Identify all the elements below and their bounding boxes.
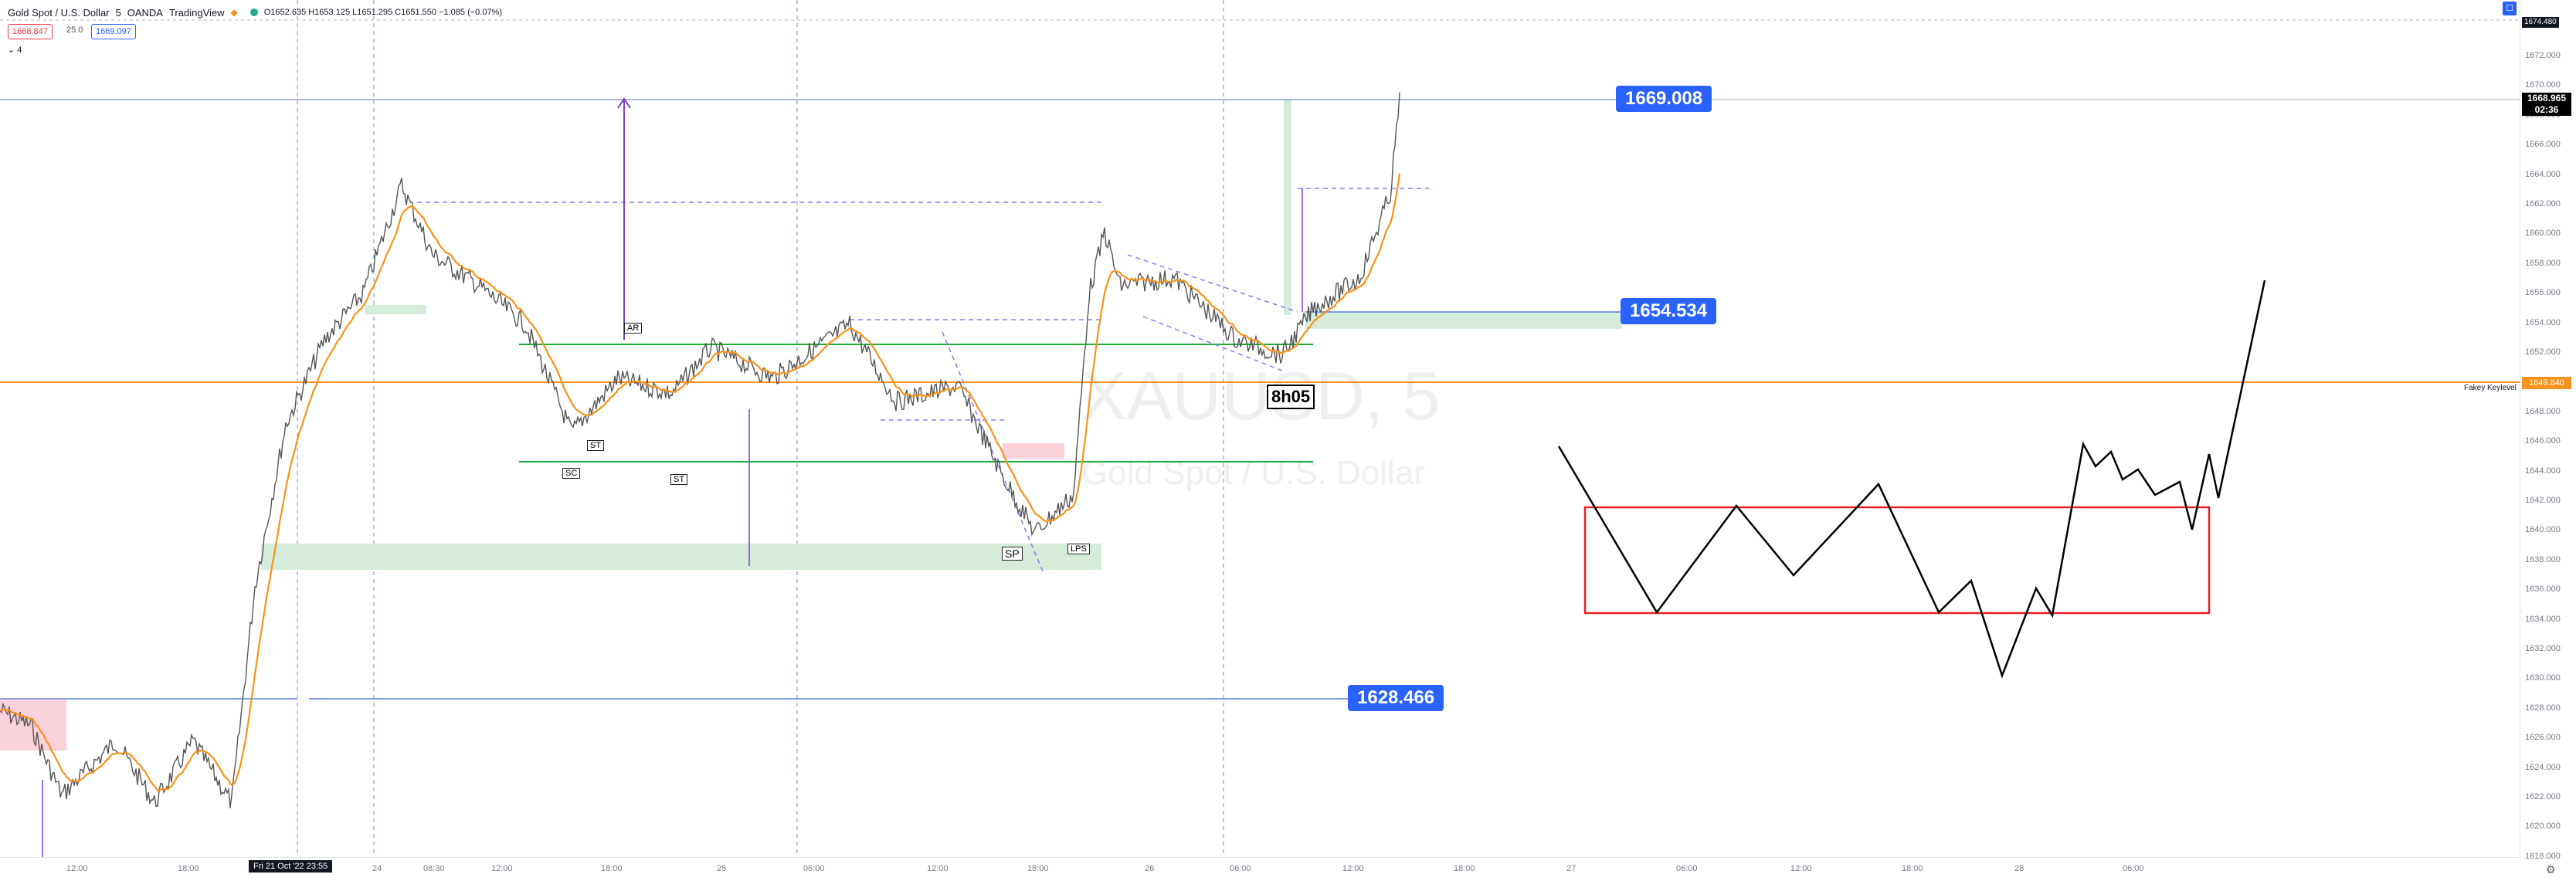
label-lps[interactable]: LPS <box>1067 544 1090 554</box>
time-tick: 12:00 <box>1790 864 1812 873</box>
current-price: 1668.965 <box>2527 93 2567 103</box>
ema-line <box>0 173 1401 791</box>
price-tick: 1658.000 <box>2525 258 2561 268</box>
price-tick: 1646.000 <box>2525 436 2561 446</box>
level-label-low[interactable]: 1628.466 <box>1348 685 1444 711</box>
favorite-flag-icon[interactable]: ◆ <box>230 7 238 18</box>
time-annotation[interactable]: 8h05 <box>1267 385 1315 409</box>
top-price-marker: 1674.480 <box>2522 17 2559 28</box>
price-tick: 1670.000 <box>2525 80 2561 90</box>
alert-icon[interactable]: ☐ <box>2503 2 2517 15</box>
symbol-header[interactable]: Gold Spot / U.S. Dollar 5 OANDA TradingV… <box>8 5 508 20</box>
price-axis[interactable]: 1672.0001670.0001668.0001666.0001664.000… <box>2520 0 2576 861</box>
time-tick: 27 <box>1566 864 1576 873</box>
time-tick: 18:00 <box>178 864 199 873</box>
label-ar[interactable]: AR <box>624 323 643 334</box>
sell-button[interactable]: 1668.847 <box>8 24 53 39</box>
price-tick: 1628.000 <box>2525 703 2561 713</box>
time-tick: 12:00 <box>1342 864 1364 873</box>
platform-label: TradingView <box>168 6 225 19</box>
label-st-2[interactable]: ST <box>670 474 688 485</box>
settings-gear-icon[interactable]: ⚙ <box>2546 863 2556 876</box>
current-price-tag: 1668.965 02:36 <box>2522 93 2571 116</box>
price-series <box>0 92 1400 808</box>
price-tick: 1622.000 <box>2525 792 2561 801</box>
price-tick: 1618.000 <box>2525 851 2561 861</box>
green-vertical <box>1284 99 1291 315</box>
time-tick: 18:00 <box>1454 864 1475 873</box>
key-level-label: Fakey Keylevel <box>2464 384 2517 392</box>
crosshair-date: Fri 21 Oct '22 23:55 <box>249 860 333 873</box>
time-tick: 06:00 <box>1676 864 1698 873</box>
time-tick: 12:00 <box>927 864 949 873</box>
price-tick: 1642.000 <box>2525 496 2561 505</box>
price-tick: 1656.000 <box>2525 288 2561 298</box>
spread-value: 25.0 <box>66 25 83 35</box>
broker-label: OANDA <box>127 6 163 19</box>
time-tick: 12:00 <box>491 864 513 873</box>
symbol-watermark: XAUUSD, 5 <box>1081 357 1441 434</box>
time-tick: 06:00 <box>2123 864 2144 873</box>
price-tick: 1626.000 <box>2525 733 2561 743</box>
price-tick: 1648.000 <box>2525 406 2561 416</box>
price-tick: 1666.000 <box>2525 140 2561 150</box>
time-tick: 08:30 <box>423 864 445 873</box>
label-sp[interactable]: SP <box>1002 547 1023 561</box>
buy-button[interactable]: 1669.097 <box>91 24 136 39</box>
time-tick: 28 <box>2014 864 2024 873</box>
projection-path <box>1557 280 2266 679</box>
symbol-watermark-name: Gold Spot / U.S. Dollar <box>1081 454 1426 492</box>
price-tick: 1638.000 <box>2525 554 2561 564</box>
time-tick: 06:00 <box>1230 864 1251 873</box>
price-tick: 1634.000 <box>2525 614 2561 624</box>
price-tick: 1652.000 <box>2525 347 2561 357</box>
indicator-count: 4 <box>17 46 22 55</box>
time-tick: 12:00 <box>66 864 88 873</box>
level-label-mid[interactable]: 1654.534 <box>1621 298 1717 324</box>
time-tick: 26 <box>1145 864 1155 873</box>
price-tick: 1664.000 <box>2525 169 2561 179</box>
price-tick: 1632.000 <box>2525 644 2561 653</box>
price-tick: 1620.000 <box>2525 822 2561 832</box>
symbol-name[interactable]: Gold Spot / U.S. Dollar <box>8 6 110 19</box>
key-level-price-tag: 1649.840 <box>2522 377 2571 389</box>
ohlc-values: O1652.635 H1653.125 L1651.295 C1651.550 … <box>263 8 503 17</box>
price-tick: 1660.000 <box>2525 229 2561 239</box>
indicators-toggle[interactable]: ⌄ 4 <box>8 45 22 55</box>
bar-countdown: 02:36 <box>2534 104 2559 115</box>
time-tick: 24 <box>372 864 382 873</box>
time-tick: 18:00 <box>1027 864 1049 873</box>
time-axis[interactable]: 12:00 18:00 24 08:30 12:00 18:00 25 06:00 12:00 1… <box>0 857 2520 881</box>
time-tick: 18:00 <box>1902 864 1923 873</box>
price-tick: 1640.000 <box>2525 525 2561 535</box>
price-tick: 1672.000 <box>2525 51 2561 60</box>
price-tick: 1662.000 <box>2525 199 2561 208</box>
level-label-top[interactable]: 1669.008 <box>1616 86 1712 112</box>
demand-zone <box>261 544 1101 570</box>
time-tick: 18:00 <box>601 864 623 873</box>
price-tick: 1644.000 <box>2525 466 2561 476</box>
price-tick: 1624.000 <box>2525 762 2561 772</box>
chevron-down-icon: ⌄ <box>8 46 15 55</box>
price-tick: 1654.000 <box>2525 317 2561 327</box>
price-chart[interactable] <box>0 0 2520 857</box>
label-sc[interactable]: SC <box>562 468 581 479</box>
green-zone-top <box>365 305 426 314</box>
interval-label[interactable]: 5 <box>115 6 121 19</box>
price-tick: 1636.000 <box>2525 585 2561 595</box>
projection-range-box <box>1583 506 2211 615</box>
time-tick: 25 <box>717 864 727 873</box>
label-st-1[interactable]: ST <box>587 440 605 451</box>
market-open-dot-icon <box>249 8 258 16</box>
price-line <box>0 92 1400 808</box>
green-zone-right <box>1305 312 1622 329</box>
pink-zone <box>1003 443 1064 459</box>
price-tick: 1630.000 <box>2525 673 2561 683</box>
time-tick: 06:00 <box>803 864 825 873</box>
